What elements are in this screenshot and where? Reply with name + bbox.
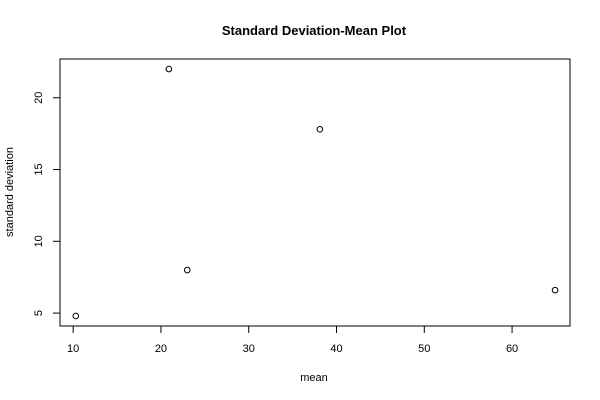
data-point [551, 286, 559, 294]
data-point [72, 312, 80, 320]
x-tick-label: 30 [243, 343, 255, 355]
data-point [183, 266, 191, 274]
plot-frame [59, 58, 571, 327]
y-axis-label: standard deviation [4, 147, 16, 237]
data-points [72, 65, 559, 320]
y-tick-label: 20 [33, 92, 45, 104]
data-point [316, 126, 324, 133]
y-axis: 5 10 15 20 [33, 92, 61, 316]
x-tick-label: 40 [330, 343, 342, 355]
x-axis-label: mean [300, 372, 328, 384]
data-point [165, 65, 173, 73]
y-tick-label: 15 [33, 163, 45, 175]
x-tick-label: 60 [506, 343, 518, 355]
y-tick-label: 5 [33, 310, 45, 316]
y-tick-label: 10 [33, 235, 45, 247]
x-tick-label: 50 [418, 343, 430, 355]
x-tick-label: 10 [67, 343, 79, 355]
x-tick-label: 20 [155, 343, 167, 355]
x-axis: 10 20 30 40 50 60 [67, 325, 518, 355]
chart-title: Standard Deviation-Mean Plot [222, 23, 407, 38]
